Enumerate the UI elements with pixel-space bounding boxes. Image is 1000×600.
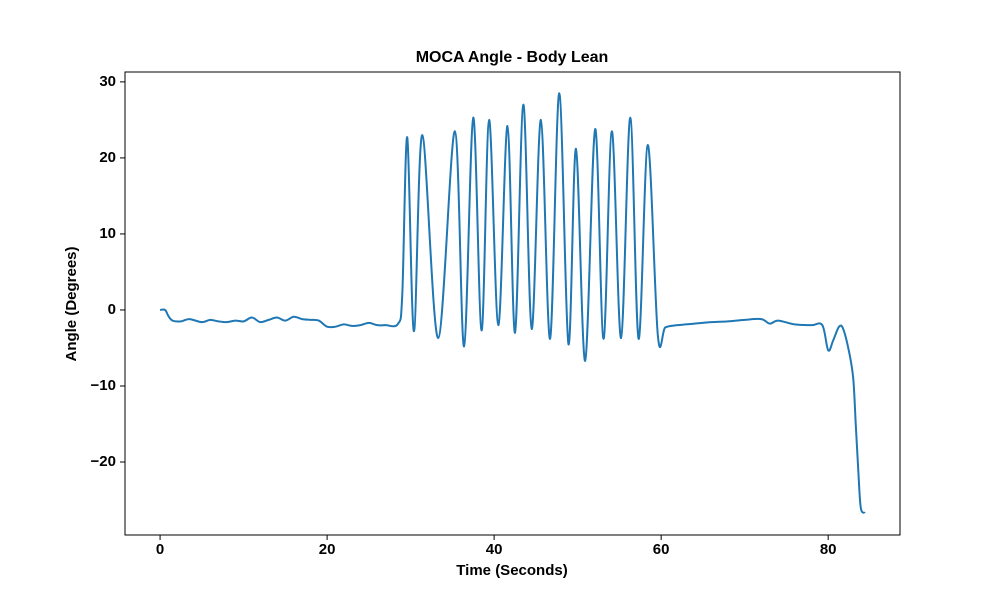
line xyxy=(159,92,866,514)
y-tick-label: −10 xyxy=(91,377,116,394)
y-tick-label: 30 xyxy=(99,73,116,90)
plot-frame xyxy=(124,71,901,536)
x-tick-label: 60 xyxy=(653,541,670,558)
y-tick-label: 20 xyxy=(99,149,116,166)
x-tick-label: 0 xyxy=(156,541,164,558)
x-tick-label: 80 xyxy=(820,541,837,558)
y-tick-label: −20 xyxy=(91,453,116,470)
x-tick-label: 40 xyxy=(486,541,503,558)
y-tick-label: 10 xyxy=(99,225,116,242)
y-tick-label: 0 xyxy=(108,301,116,318)
y-axis-label: Angle (Degrees) xyxy=(63,246,80,361)
x-axis-label: Time (Seconds) xyxy=(456,562,567,579)
x-tick-label: 20 xyxy=(319,541,336,558)
chart-title: MOCA Angle - Body Lean xyxy=(416,49,609,66)
